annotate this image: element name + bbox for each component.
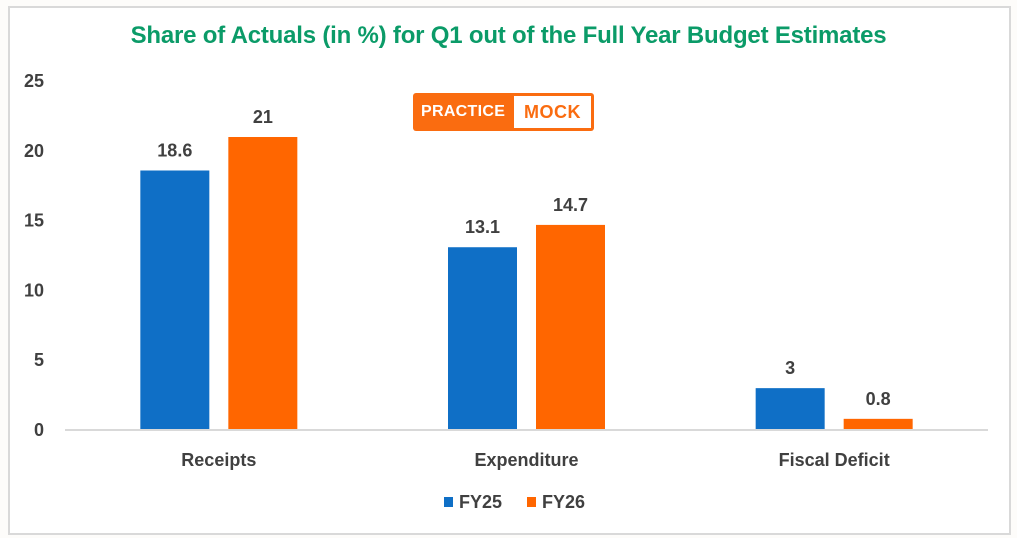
x-axis-categories: Receipts Expenditure Fiscal Deficit bbox=[181, 450, 889, 470]
data-labels: 18.6 21 13.1 14.7 3 0.8 bbox=[157, 107, 890, 409]
data-label: 3 bbox=[785, 358, 795, 378]
legend-label-fy26: FY26 bbox=[542, 492, 585, 512]
bar-fy25-fiscal-deficit bbox=[755, 388, 825, 430]
y-axis-ticks: 0 5 10 15 20 25 bbox=[24, 71, 44, 440]
bar-fy26-fiscal-deficit bbox=[843, 418, 913, 430]
bar-fy25-receipts bbox=[140, 170, 210, 430]
data-label: 14.7 bbox=[553, 195, 588, 215]
data-label: 21 bbox=[253, 107, 273, 127]
logo-text-practice: PRACTICE bbox=[421, 103, 506, 120]
y-tick-label: 20 bbox=[24, 141, 44, 161]
data-label: 18.6 bbox=[157, 140, 192, 160]
practicemock-logo: PRACTICE MOCK bbox=[413, 93, 594, 131]
x-category-label: Receipts bbox=[181, 450, 256, 470]
bar-fy26-expenditure bbox=[536, 224, 605, 430]
y-tick-label: 15 bbox=[24, 211, 44, 231]
chart-title: Share of Actuals (in %) for Q1 out of th… bbox=[130, 22, 887, 49]
legend-swatch-fy26 bbox=[527, 497, 536, 507]
x-category-label: Expenditure bbox=[474, 450, 578, 470]
bar-fy25-expenditure bbox=[448, 247, 517, 430]
data-label: 13.1 bbox=[465, 217, 500, 237]
y-tick-label: 25 bbox=[24, 71, 44, 91]
legend-swatch-fy25 bbox=[444, 497, 453, 507]
bar-fy26-receipts bbox=[228, 137, 298, 430]
data-label: 0.8 bbox=[866, 389, 891, 409]
legend: FY25 FY26 bbox=[444, 492, 585, 512]
legend-label-fy25: FY25 bbox=[459, 492, 502, 512]
x-category-label: Fiscal Deficit bbox=[779, 450, 890, 470]
y-tick-label: 10 bbox=[24, 280, 44, 300]
logo-text-mock: MOCK bbox=[514, 96, 591, 128]
y-tick-label: 0 bbox=[34, 420, 44, 440]
bars bbox=[140, 137, 913, 430]
y-tick-label: 5 bbox=[34, 350, 44, 370]
